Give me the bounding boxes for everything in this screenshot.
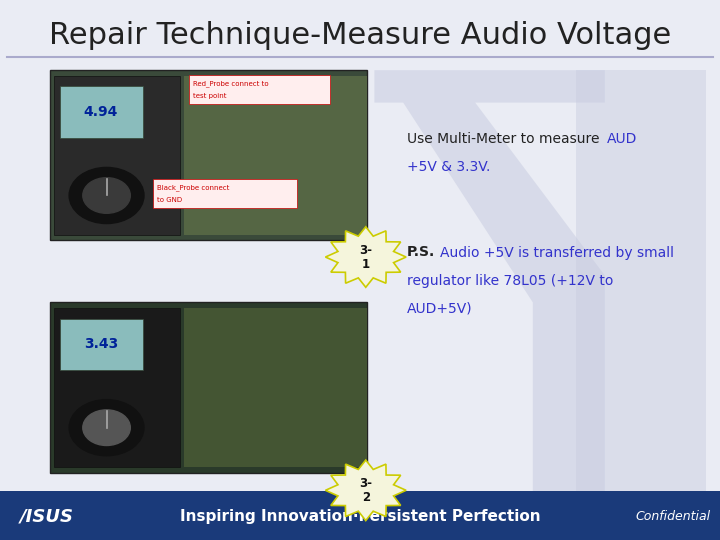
Text: 4.94: 4.94 <box>84 105 118 119</box>
FancyBboxPatch shape <box>54 76 180 235</box>
FancyBboxPatch shape <box>184 76 367 235</box>
Polygon shape <box>325 227 406 287</box>
Text: 3.43: 3.43 <box>84 337 118 351</box>
FancyBboxPatch shape <box>54 308 180 467</box>
Text: Inspiring Innovation·Persistent Perfection: Inspiring Innovation·Persistent Perfecti… <box>180 509 540 524</box>
Circle shape <box>83 178 130 213</box>
FancyBboxPatch shape <box>153 179 297 208</box>
Text: Black_Probe connect: Black_Probe connect <box>157 185 230 191</box>
Polygon shape <box>374 70 605 491</box>
Text: to GND: to GND <box>157 197 182 204</box>
Text: test point: test point <box>193 93 227 99</box>
Text: Red_Probe connect to: Red_Probe connect to <box>193 80 269 87</box>
Text: AUD+5V): AUD+5V) <box>407 302 472 316</box>
Circle shape <box>69 167 144 224</box>
FancyBboxPatch shape <box>50 302 367 472</box>
Text: 3-
2: 3- 2 <box>359 477 372 504</box>
Circle shape <box>69 400 144 456</box>
FancyBboxPatch shape <box>60 319 143 370</box>
Text: Confidential: Confidential <box>636 510 711 523</box>
Text: Audio +5V is transferred by small: Audio +5V is transferred by small <box>440 246 674 260</box>
FancyBboxPatch shape <box>576 70 706 491</box>
FancyBboxPatch shape <box>0 491 720 540</box>
Text: 3-
1: 3- 1 <box>359 244 372 271</box>
Text: P.S.: P.S. <box>407 246 435 260</box>
Polygon shape <box>325 460 406 521</box>
Circle shape <box>83 410 130 446</box>
Text: AUD: AUD <box>607 132 637 146</box>
FancyBboxPatch shape <box>60 86 143 138</box>
Text: /ISUS: /ISUS <box>20 507 74 525</box>
FancyBboxPatch shape <box>189 75 330 104</box>
Text: +5V & 3.3V.: +5V & 3.3V. <box>407 160 490 174</box>
FancyBboxPatch shape <box>50 70 367 240</box>
Text: regulator like 78L05 (+12V to: regulator like 78L05 (+12V to <box>407 274 613 288</box>
Text: Repair Technique-Measure Audio Voltage: Repair Technique-Measure Audio Voltage <box>49 21 671 50</box>
FancyBboxPatch shape <box>184 308 367 467</box>
Text: Use Multi-Meter to measure: Use Multi-Meter to measure <box>407 132 603 146</box>
